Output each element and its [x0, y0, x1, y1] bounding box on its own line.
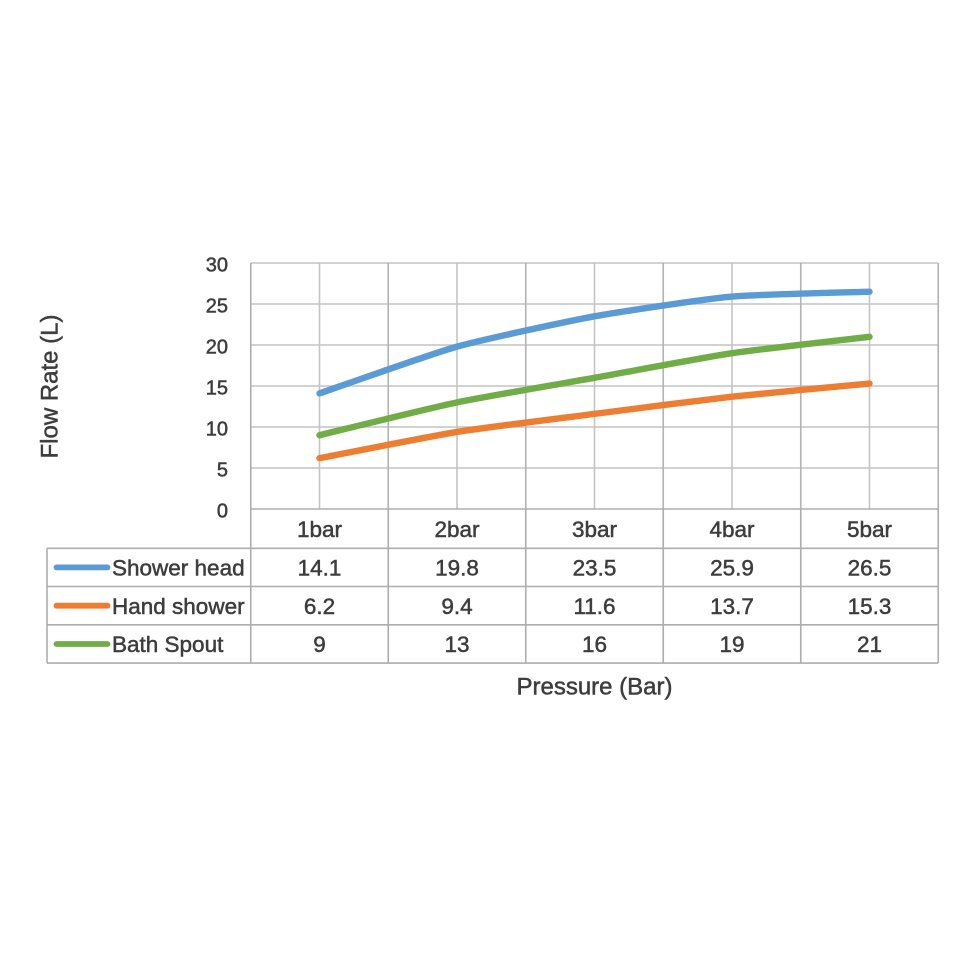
svg-text:15: 15: [206, 377, 228, 399]
svg-text:Bath Spout: Bath Spout: [112, 632, 224, 657]
svg-text:21: 21: [857, 632, 882, 657]
svg-text:23.5: 23.5: [573, 556, 617, 581]
svg-text:Flow Rate (L): Flow Rate (L): [37, 314, 64, 458]
svg-text:5: 5: [217, 459, 228, 481]
svg-text:10: 10: [206, 418, 228, 440]
svg-text:15.3: 15.3: [848, 594, 892, 619]
svg-text:Pressure (Bar): Pressure (Bar): [516, 674, 672, 701]
svg-text:Shower head: Shower head: [112, 556, 245, 581]
svg-text:0: 0: [217, 500, 228, 522]
svg-text:11.6: 11.6: [573, 594, 615, 619]
svg-text:2bar: 2bar: [434, 517, 480, 542]
svg-text:25: 25: [206, 295, 228, 317]
svg-text:9: 9: [313, 632, 326, 657]
svg-text:1bar: 1bar: [297, 517, 343, 542]
svg-text:6.2: 6.2: [304, 594, 335, 619]
svg-text:14.1: 14.1: [298, 556, 342, 581]
svg-text:13.7: 13.7: [710, 594, 754, 619]
svg-text:13: 13: [444, 632, 469, 657]
svg-text:4bar: 4bar: [709, 517, 755, 542]
svg-text:5bar: 5bar: [847, 517, 893, 542]
svg-text:26.5: 26.5: [848, 556, 892, 581]
svg-text:30: 30: [206, 254, 228, 276]
svg-text:19.8: 19.8: [435, 556, 479, 581]
svg-text:9.4: 9.4: [441, 594, 472, 619]
svg-text:19: 19: [719, 632, 744, 657]
svg-text:16: 16: [582, 632, 607, 657]
svg-text:25.9: 25.9: [710, 556, 754, 581]
svg-text:3bar: 3bar: [572, 517, 618, 542]
svg-text:20: 20: [206, 336, 228, 358]
svg-text:Hand shower: Hand shower: [112, 594, 245, 619]
